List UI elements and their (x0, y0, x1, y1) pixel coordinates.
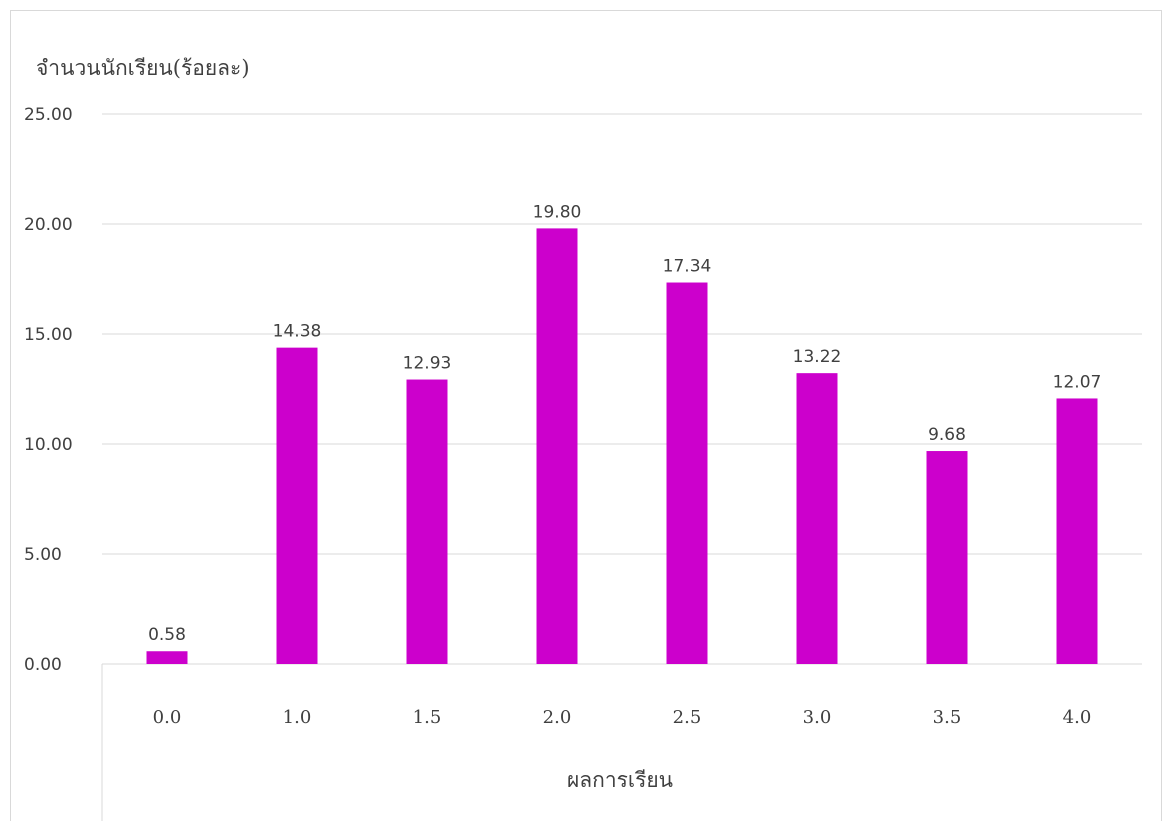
data-label: 12.93 (403, 354, 452, 374)
x-tick-label: 1.5 (413, 707, 442, 728)
bar (406, 379, 448, 664)
bar (1056, 398, 1098, 664)
x-tick-label: 3.0 (803, 707, 832, 728)
data-label: 12.07 (1053, 372, 1102, 392)
data-label: 19.80 (533, 202, 582, 222)
x-tick-label: 2.5 (673, 707, 702, 728)
x-tick-label: 3.5 (933, 707, 962, 728)
bar (796, 373, 838, 664)
x-axis-title: ผลการเรียน (567, 768, 673, 792)
x-tick-label: 1.0 (283, 707, 312, 728)
bar (146, 651, 188, 664)
x-tick-label: 0.0 (153, 707, 182, 728)
x-tick-label: 4.0 (1063, 707, 1092, 728)
data-label: 0.58 (148, 625, 186, 645)
y-axis-title: จำนวนนักเรียน(ร้อยละ) (36, 56, 250, 80)
y-tick-label: 0.00 (24, 655, 62, 675)
y-tick-label: 15.00 (24, 325, 73, 345)
y-tick-label: 25.00 (24, 105, 73, 125)
x-tick-label: 2.0 (543, 707, 572, 728)
bar (536, 228, 578, 664)
gridlines (101, 113, 1142, 821)
bar (926, 451, 968, 664)
data-label: 13.22 (793, 347, 842, 367)
data-label: 9.68 (928, 425, 966, 445)
bar (666, 282, 708, 664)
bar (276, 347, 318, 664)
y-tick-labels: 0.00 5.00 10.00 15.00 20.00 25.00 (24, 105, 73, 675)
y-tick-label: 5.00 (24, 545, 62, 565)
data-label: 17.34 (663, 257, 712, 277)
data-labels: 0.58 14.38 12.93 19.80 17.34 13.22 9.68 12.07 (148, 202, 1101, 645)
x-tick-labels: 0.0 1.0 1.5 2.0 2.5 3.0 3.5 4.0 (153, 707, 1092, 728)
chart-frame (10, 10, 1162, 821)
y-tick-label: 10.00 (24, 435, 73, 455)
bars (146, 228, 1098, 664)
data-label: 14.38 (273, 322, 322, 342)
y-tick-label: 20.00 (24, 215, 73, 235)
